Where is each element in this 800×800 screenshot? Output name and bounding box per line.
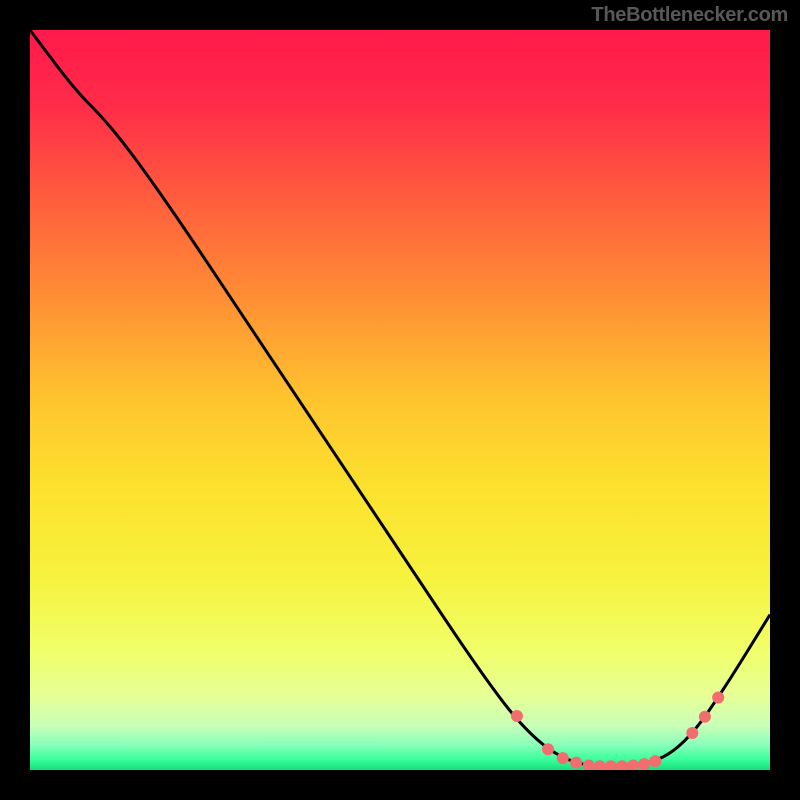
curve-marker <box>686 727 698 739</box>
curve-marker <box>570 757 582 769</box>
curve-marker <box>583 760 595 770</box>
curve-marker <box>699 711 711 723</box>
curve-marker <box>594 760 606 770</box>
curve-marker <box>557 752 569 764</box>
curve-marker <box>542 743 554 755</box>
curve-marker <box>638 758 650 770</box>
curve-marker <box>605 760 617 770</box>
attribution-text: TheBottlenecker.com <box>591 4 788 27</box>
curve-markers <box>511 691 724 770</box>
chart-overlay <box>30 30 770 770</box>
plot-area <box>30 30 770 770</box>
bottleneck-curve <box>30 30 770 766</box>
curve-marker <box>511 710 523 722</box>
curve-marker <box>627 760 639 770</box>
curve-marker <box>616 760 628 770</box>
curve-marker <box>712 691 724 703</box>
curve-marker <box>649 755 661 767</box>
